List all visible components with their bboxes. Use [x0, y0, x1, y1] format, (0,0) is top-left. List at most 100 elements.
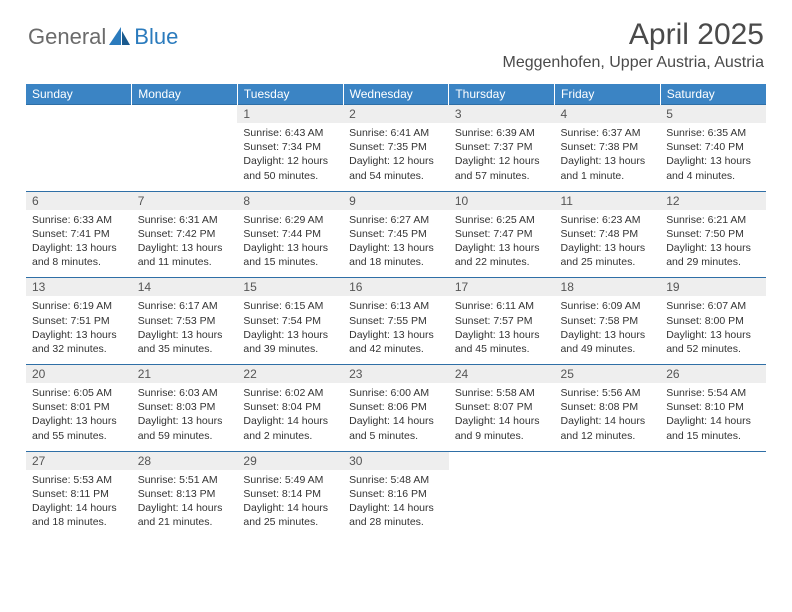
- sunrise-text: Sunrise: 5:53 AM: [32, 473, 126, 487]
- sunset-text: Sunset: 7:51 PM: [32, 314, 126, 328]
- day-details-cell: Sunrise: 6:35 AMSunset: 7:40 PMDaylight:…: [660, 123, 766, 191]
- sunrise-text: Sunrise: 6:31 AM: [138, 213, 232, 227]
- day-details-cell: Sunrise: 6:05 AMSunset: 8:01 PMDaylight:…: [26, 383, 132, 451]
- day-number-row: 6789101112: [26, 191, 766, 210]
- day-details-cell: Sunrise: 5:53 AMSunset: 8:11 PMDaylight:…: [26, 470, 132, 538]
- day-details-cell: [132, 123, 238, 191]
- location-label: Meggenhofen, Upper Austria, Austria: [503, 54, 765, 72]
- day-number-cell: 14: [132, 278, 238, 297]
- daylight-text: Daylight: 14 hours and 9 minutes.: [455, 414, 549, 442]
- daylight-text: Daylight: 13 hours and 15 minutes.: [243, 241, 337, 269]
- sunset-text: Sunset: 8:03 PM: [138, 400, 232, 414]
- day-details-cell: Sunrise: 6:17 AMSunset: 7:53 PMDaylight:…: [132, 296, 238, 364]
- sunrise-text: Sunrise: 6:27 AM: [349, 213, 443, 227]
- day-number-cell: 2: [343, 105, 449, 124]
- day-number-cell: 21: [132, 365, 238, 384]
- sunset-text: Sunset: 8:04 PM: [243, 400, 337, 414]
- sunset-text: Sunset: 7:53 PM: [138, 314, 232, 328]
- day-number-cell: 25: [555, 365, 661, 384]
- sunrise-text: Sunrise: 6:43 AM: [243, 126, 337, 140]
- title-block: April 2025 Meggenhofen, Upper Austria, A…: [503, 18, 765, 72]
- day-number-row: 12345: [26, 105, 766, 124]
- day-details-cell: Sunrise: 6:39 AMSunset: 7:37 PMDaylight:…: [449, 123, 555, 191]
- day-number-cell: 6: [26, 191, 132, 210]
- day-number-cell: 11: [555, 191, 661, 210]
- sunset-text: Sunset: 8:08 PM: [561, 400, 655, 414]
- sunset-text: Sunset: 8:10 PM: [666, 400, 760, 414]
- day-details-row: Sunrise: 5:53 AMSunset: 8:11 PMDaylight:…: [26, 470, 766, 538]
- day-details-cell: [26, 123, 132, 191]
- day-number-cell: 22: [237, 365, 343, 384]
- day-number-cell: 19: [660, 278, 766, 297]
- calendar-table: Sunday Monday Tuesday Wednesday Thursday…: [26, 84, 766, 537]
- daylight-text: Daylight: 13 hours and 59 minutes.: [138, 414, 232, 442]
- logo-sail-icon: [108, 25, 132, 50]
- daylight-text: Daylight: 13 hours and 25 minutes.: [561, 241, 655, 269]
- weekday-header: Sunday: [26, 84, 132, 105]
- daylight-text: Daylight: 14 hours and 25 minutes.: [243, 501, 337, 529]
- daylight-text: Daylight: 13 hours and 18 minutes.: [349, 241, 443, 269]
- day-details-cell: Sunrise: 5:48 AMSunset: 8:16 PMDaylight:…: [343, 470, 449, 538]
- daylight-text: Daylight: 13 hours and 29 minutes.: [666, 241, 760, 269]
- day-details-cell: Sunrise: 6:07 AMSunset: 8:00 PMDaylight:…: [660, 296, 766, 364]
- sunset-text: Sunset: 8:13 PM: [138, 487, 232, 501]
- logo-text-general: General: [28, 24, 106, 50]
- day-details-cell: Sunrise: 6:15 AMSunset: 7:54 PMDaylight:…: [237, 296, 343, 364]
- day-details-cell: Sunrise: 6:33 AMSunset: 7:41 PMDaylight:…: [26, 210, 132, 278]
- day-number-cell: 17: [449, 278, 555, 297]
- day-number-cell: 13: [26, 278, 132, 297]
- day-details-cell: Sunrise: 6:00 AMSunset: 8:06 PMDaylight:…: [343, 383, 449, 451]
- day-details-cell: Sunrise: 5:54 AMSunset: 8:10 PMDaylight:…: [660, 383, 766, 451]
- weekday-header-row: Sunday Monday Tuesday Wednesday Thursday…: [26, 84, 766, 105]
- daylight-text: Daylight: 13 hours and 45 minutes.: [455, 328, 549, 356]
- weekday-header: Wednesday: [343, 84, 449, 105]
- daylight-text: Daylight: 14 hours and 12 minutes.: [561, 414, 655, 442]
- daylight-text: Daylight: 13 hours and 35 minutes.: [138, 328, 232, 356]
- sunset-text: Sunset: 7:41 PM: [32, 227, 126, 241]
- day-details-cell: [449, 470, 555, 538]
- day-details-cell: Sunrise: 5:56 AMSunset: 8:08 PMDaylight:…: [555, 383, 661, 451]
- day-details-cell: Sunrise: 6:23 AMSunset: 7:48 PMDaylight:…: [555, 210, 661, 278]
- daylight-text: Daylight: 13 hours and 39 minutes.: [243, 328, 337, 356]
- sunset-text: Sunset: 7:42 PM: [138, 227, 232, 241]
- sunset-text: Sunset: 8:01 PM: [32, 400, 126, 414]
- day-details-cell: [555, 470, 661, 538]
- day-details-row: Sunrise: 6:33 AMSunset: 7:41 PMDaylight:…: [26, 210, 766, 278]
- sunrise-text: Sunrise: 5:54 AM: [666, 386, 760, 400]
- sunrise-text: Sunrise: 5:56 AM: [561, 386, 655, 400]
- day-number-cell: 3: [449, 105, 555, 124]
- sunset-text: Sunset: 7:40 PM: [666, 140, 760, 154]
- day-details-cell: Sunrise: 6:25 AMSunset: 7:47 PMDaylight:…: [449, 210, 555, 278]
- header: General Blue April 2025 Meggenhofen, Upp…: [0, 0, 792, 78]
- page-title: April 2025: [503, 18, 765, 52]
- sunset-text: Sunset: 7:55 PM: [349, 314, 443, 328]
- sunset-text: Sunset: 7:50 PM: [666, 227, 760, 241]
- day-number-cell: 12: [660, 191, 766, 210]
- day-details-cell: Sunrise: 6:43 AMSunset: 7:34 PMDaylight:…: [237, 123, 343, 191]
- sunset-text: Sunset: 7:37 PM: [455, 140, 549, 154]
- day-number-row: 27282930: [26, 451, 766, 470]
- weekday-header: Friday: [555, 84, 661, 105]
- daylight-text: Daylight: 12 hours and 50 minutes.: [243, 154, 337, 182]
- weekday-header: Monday: [132, 84, 238, 105]
- sunset-text: Sunset: 8:16 PM: [349, 487, 443, 501]
- sunrise-text: Sunrise: 6:00 AM: [349, 386, 443, 400]
- weekday-header: Saturday: [660, 84, 766, 105]
- sunset-text: Sunset: 7:54 PM: [243, 314, 337, 328]
- sunset-text: Sunset: 7:57 PM: [455, 314, 549, 328]
- day-details-row: Sunrise: 6:05 AMSunset: 8:01 PMDaylight:…: [26, 383, 766, 451]
- daylight-text: Daylight: 13 hours and 42 minutes.: [349, 328, 443, 356]
- day-number-row: 20212223242526: [26, 365, 766, 384]
- sunrise-text: Sunrise: 6:07 AM: [666, 299, 760, 313]
- sunrise-text: Sunrise: 6:13 AM: [349, 299, 443, 313]
- day-details-cell: Sunrise: 6:31 AMSunset: 7:42 PMDaylight:…: [132, 210, 238, 278]
- sunrise-text: Sunrise: 6:11 AM: [455, 299, 549, 313]
- daylight-text: Daylight: 13 hours and 8 minutes.: [32, 241, 126, 269]
- day-number-cell: [555, 451, 661, 470]
- daylight-text: Daylight: 14 hours and 18 minutes.: [32, 501, 126, 529]
- sunset-text: Sunset: 7:38 PM: [561, 140, 655, 154]
- daylight-text: Daylight: 14 hours and 28 minutes.: [349, 501, 443, 529]
- sunset-text: Sunset: 8:00 PM: [666, 314, 760, 328]
- sunset-text: Sunset: 7:44 PM: [243, 227, 337, 241]
- sunrise-text: Sunrise: 6:39 AM: [455, 126, 549, 140]
